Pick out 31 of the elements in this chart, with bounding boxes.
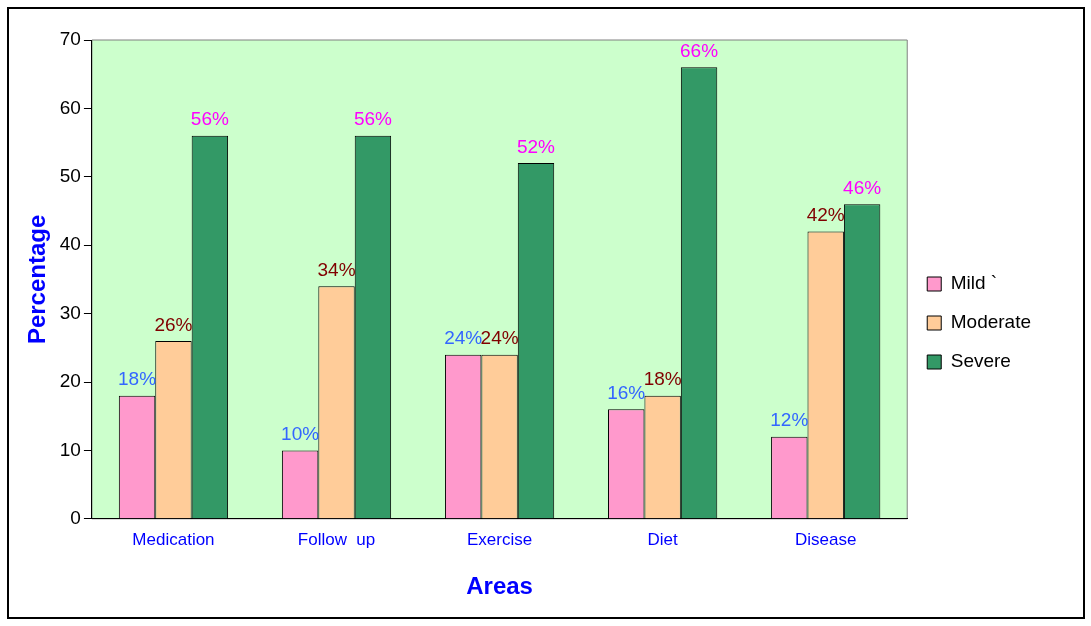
data-label: 24% [444, 327, 483, 349]
y-tick-label: 50 [59, 165, 81, 187]
data-label: 18% [643, 368, 682, 390]
y-tick-label: 40 [59, 233, 81, 255]
data-label: 66% [680, 40, 719, 62]
y-tick-label: 0 [70, 507, 81, 529]
data-label: 56% [190, 108, 229, 130]
x-axis-title: Areas [466, 572, 533, 600]
y-tick-label: 10 [59, 438, 81, 460]
x-tick-label: Disease [794, 529, 857, 549]
x-tick-label: Exercise [466, 529, 533, 549]
legend-label: Severe [950, 350, 1011, 372]
y-tick-label: 20 [59, 370, 81, 392]
data-label: 26% [154, 313, 193, 335]
y-axis-title: Percentage [23, 214, 51, 345]
y-tick-label: 30 [59, 301, 81, 323]
y-tick-label: 60 [59, 96, 81, 118]
data-label: 34% [317, 258, 356, 280]
data-label: 46% [843, 176, 882, 198]
data-label: 42% [806, 204, 845, 226]
data-label: 12% [770, 409, 809, 431]
data-label: 24% [480, 327, 519, 349]
data-label: 52% [516, 135, 556, 157]
y-tick-label: 70 [59, 28, 81, 50]
x-tick-label: Follow up [297, 529, 376, 549]
data-label: 16% [607, 382, 646, 404]
x-tick-label: Diet [647, 529, 679, 549]
x-tick-label: Medication [132, 529, 215, 549]
legend-label: Moderate [950, 311, 1032, 333]
legend-label: Mild ` [950, 272, 998, 294]
data-label: 56% [353, 108, 393, 130]
